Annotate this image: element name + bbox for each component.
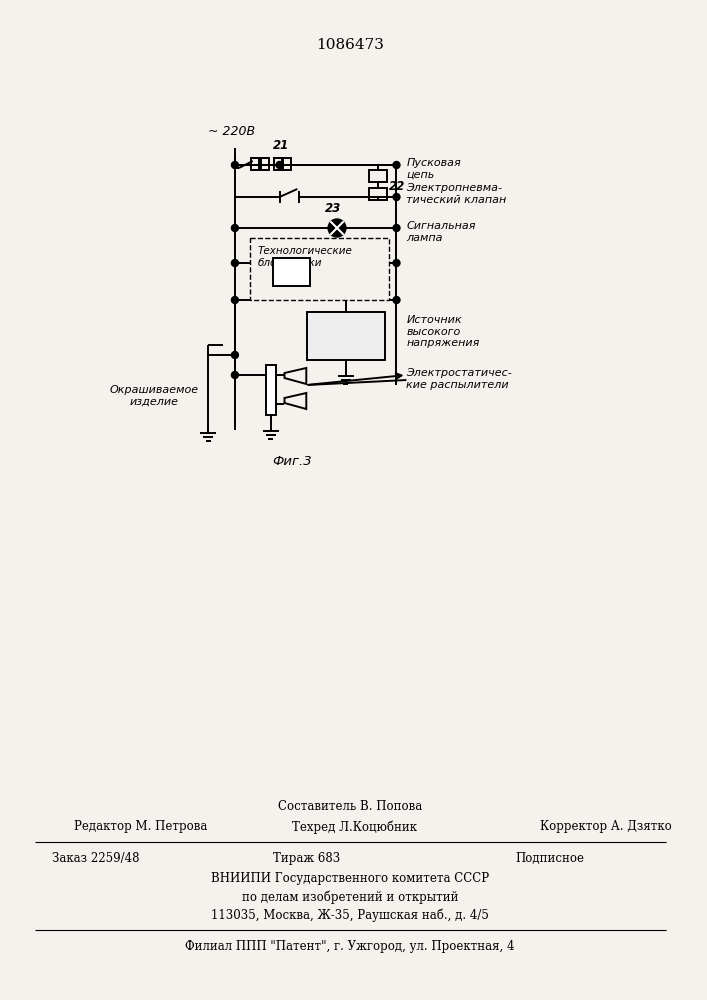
Circle shape [328, 219, 346, 237]
Text: Корректор А. Дзятко: Корректор А. Дзятко [540, 820, 672, 833]
Circle shape [231, 371, 238, 378]
Text: Электростатичес-
кие распылители: Электростатичес- кие распылители [407, 368, 512, 390]
Circle shape [231, 296, 238, 304]
Bar [308, 312, 385, 360]
Bar [261, 158, 269, 170]
Text: Технологические
блокировки: Технологические блокировки [258, 246, 353, 268]
Text: 113035, Москва, Ж-35, Раушская наб., д. 4/5: 113035, Москва, Ж-35, Раушская наб., д. … [211, 908, 489, 922]
Circle shape [276, 161, 283, 168]
Text: Пусковая
цепь: Пусковая цепь [407, 158, 461, 180]
Text: Электропневма-
тический клапан: Электропневма- тический клапан [407, 183, 507, 205]
Text: ~ 220В: ~ 220В [208, 125, 255, 138]
Circle shape [231, 161, 238, 168]
Text: 23: 23 [325, 202, 341, 215]
Text: Подписное: Подписное [515, 852, 585, 865]
Text: Фиг.3: Фиг.3 [273, 455, 312, 468]
Text: Филиал ППП "Патент", г. Ужгород, ул. Проектная, 4: Филиал ППП "Патент", г. Ужгород, ул. Про… [185, 940, 515, 953]
Bar [274, 158, 281, 170]
Text: ВНИИПИ Государственного комитета СССР: ВНИИПИ Государственного комитета СССР [211, 872, 489, 885]
Text: Техред Л.Коцюбник: Техред Л.Коцюбник [293, 820, 417, 834]
Circle shape [393, 161, 400, 168]
Circle shape [231, 352, 238, 359]
Bar [369, 170, 387, 182]
Text: Редактор М. Петрова: Редактор М. Петрова [74, 820, 208, 833]
Bar [251, 158, 259, 170]
Circle shape [393, 225, 400, 232]
Circle shape [393, 296, 400, 304]
Text: 1086473: 1086473 [316, 38, 384, 52]
Text: Источник
высокого
напряжения: Источник высокого напряжения [407, 315, 480, 348]
Circle shape [393, 194, 400, 200]
Text: Окрашиваемое
изделие: Окрашиваемое изделие [109, 385, 198, 407]
Text: Сигнальная
лампа: Сигнальная лампа [407, 221, 476, 243]
Text: 21: 21 [273, 139, 289, 152]
Circle shape [393, 259, 400, 266]
Text: 22: 22 [389, 180, 405, 192]
Bar [369, 188, 387, 200]
Circle shape [231, 259, 238, 266]
Bar [284, 158, 291, 170]
Bar [266, 365, 276, 415]
Text: по делам изобретений и открытий: по делам изобретений и открытий [242, 890, 458, 904]
Text: Заказ 2259/48: Заказ 2259/48 [52, 852, 139, 865]
Text: Тираж 683: Тираж 683 [273, 852, 340, 865]
Text: Составитель В. Попова: Составитель В. Попова [278, 800, 422, 813]
Bar [250, 238, 389, 300]
Circle shape [231, 225, 238, 232]
Bar [273, 258, 310, 286]
